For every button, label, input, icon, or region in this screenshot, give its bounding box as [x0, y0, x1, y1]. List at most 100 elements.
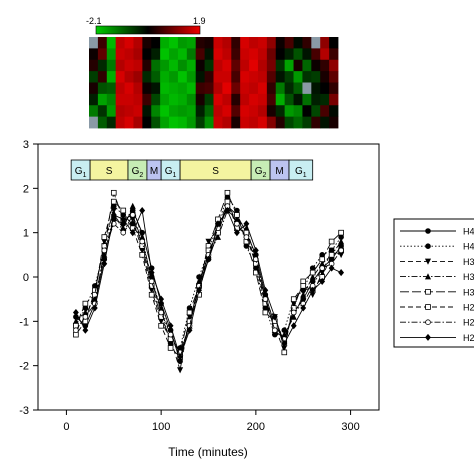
phase-block: G1 — [160, 159, 181, 181]
heatmap-cell — [106, 71, 117, 83]
data-point — [129, 202, 136, 209]
phase-label: G2 — [132, 166, 144, 179]
heatmap-cell — [249, 116, 259, 129]
data-point — [300, 283, 307, 289]
heatmap-cell — [329, 82, 339, 95]
heatmap-cell — [275, 59, 286, 72]
data-point — [281, 339, 288, 348]
heatmap-cell — [106, 82, 117, 95]
data-point — [139, 206, 146, 215]
phase-block: S — [89, 159, 129, 181]
heatmap-cell — [115, 82, 125, 95]
y-tick-label: 1 — [23, 228, 29, 240]
phase-block: M — [146, 159, 162, 181]
heatmap-cell — [213, 37, 223, 49]
heatmap-cell — [177, 105, 188, 118]
heatmap-cell — [302, 37, 312, 49]
heatmap-cell — [240, 116, 250, 129]
heatmap-cell — [106, 59, 117, 72]
data-point — [167, 331, 174, 338]
heatmap-cell — [195, 59, 205, 72]
data-point — [425, 243, 431, 250]
data-point — [300, 291, 307, 298]
heatmap-cell — [133, 116, 143, 129]
legend-entry: H3 — [400, 272, 474, 282]
data-point — [167, 345, 174, 351]
legend-label: H4 — [463, 227, 474, 237]
data-point — [158, 309, 164, 316]
heatmap-cell — [320, 37, 330, 49]
heatmap-cell — [284, 71, 294, 83]
data-point — [300, 304, 307, 312]
heatmap-cell — [266, 48, 277, 61]
data-point — [262, 286, 269, 294]
data-point — [120, 207, 127, 214]
heatmap-cell — [177, 116, 188, 129]
legend-label: H4 — [463, 242, 474, 252]
series-line — [75, 204, 342, 359]
data-point — [91, 304, 98, 312]
x-tick-label: 300 — [341, 421, 359, 433]
heatmap-cell — [89, 105, 99, 118]
heatmap-cell — [266, 116, 277, 129]
heatmap-cell — [106, 37, 117, 49]
heatmap-cell — [213, 116, 223, 129]
heatmap-cell — [177, 59, 188, 72]
x-tick-label: 0 — [63, 421, 69, 433]
data-point — [120, 215, 127, 223]
heatmap-cell — [177, 82, 188, 95]
heatmap-cell — [115, 105, 125, 118]
heatmap-cell — [240, 82, 250, 95]
heatmap-cell — [320, 93, 330, 106]
heatmap-cell — [320, 105, 330, 118]
heatmap-cell — [169, 116, 179, 129]
legend-box — [393, 218, 474, 348]
data-point — [319, 277, 326, 285]
heatmap-cell — [204, 48, 214, 61]
data-point — [243, 234, 250, 240]
heatmap-cell — [284, 105, 294, 118]
heatmap-cell — [275, 82, 286, 95]
heatmap-cell — [302, 82, 312, 95]
heatmap-cell — [160, 105, 170, 118]
heatmap-cell — [142, 59, 152, 72]
heatmap-cell — [311, 37, 321, 49]
heatmap-cell — [284, 48, 294, 61]
data-point — [196, 286, 202, 294]
data-point — [425, 333, 431, 341]
data-point — [72, 308, 79, 316]
heatmap-cell — [329, 37, 339, 49]
series-layer — [72, 189, 345, 374]
data-point — [328, 247, 335, 254]
heatmap-cell — [275, 116, 286, 129]
heatmap-cell — [195, 105, 205, 118]
heatmap-cell — [329, 93, 339, 106]
heatmap-cell — [257, 82, 268, 95]
heatmap-cell — [213, 105, 223, 118]
heatmap-cell — [204, 59, 214, 72]
heatmap-cell — [222, 105, 232, 118]
heatmap-cell — [293, 82, 303, 95]
heatmap-cell — [89, 71, 99, 83]
heatmap-cell — [177, 71, 188, 83]
heatmap-cell — [231, 93, 241, 106]
legend-label: H3 — [463, 272, 474, 282]
series-line — [75, 191, 342, 354]
data-point — [110, 198, 117, 205]
data-point — [82, 314, 89, 320]
data-point — [424, 258, 432, 265]
heatmap-cell — [240, 59, 250, 72]
legend-label: H3 — [463, 287, 474, 297]
heatmap-cell — [213, 71, 223, 83]
data-point — [110, 207, 117, 214]
heatmap-cell — [284, 59, 294, 72]
data-point — [328, 238, 335, 245]
heatmap-cell — [329, 116, 339, 129]
heatmap-cell — [240, 105, 250, 118]
data-point — [425, 288, 431, 295]
heatmap-cell — [89, 48, 99, 61]
y-axis: -3 -2 -1 0 1 2 3 — [19, 139, 38, 417]
heatmap-cell — [293, 37, 303, 49]
heatmap-cell — [311, 105, 321, 118]
heatmap-cell — [284, 82, 294, 95]
